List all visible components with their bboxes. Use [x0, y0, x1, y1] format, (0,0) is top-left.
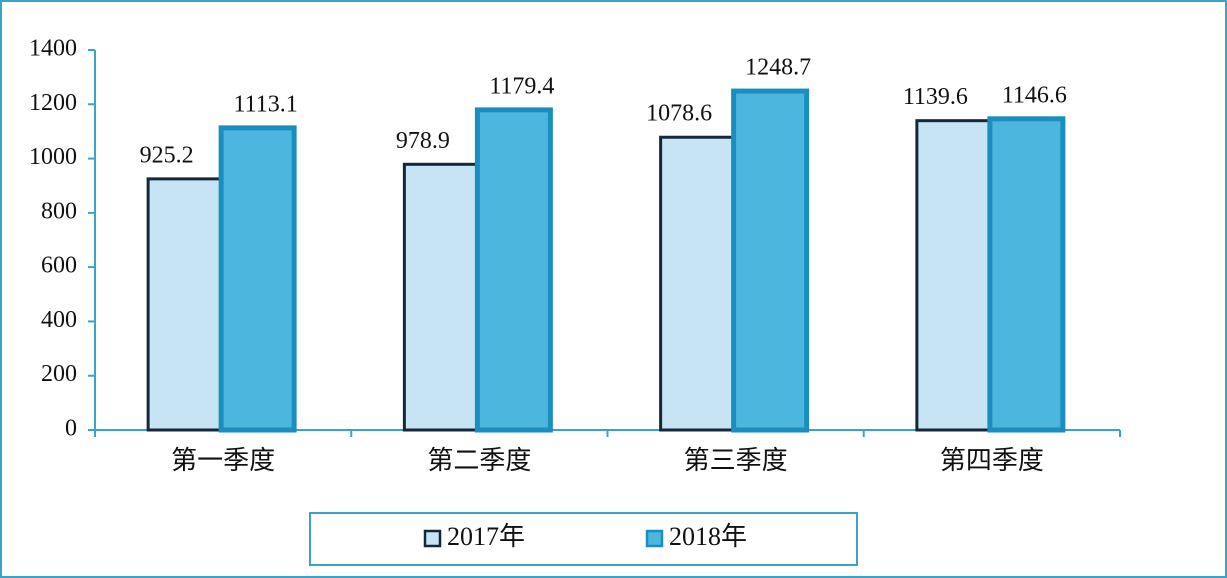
legend-marker: [645, 529, 664, 548]
y-tick-label: 0: [65, 416, 77, 442]
value-label: 925.2: [140, 142, 194, 168]
y-tick-label: 800: [41, 198, 77, 224]
y-tick-label: 600: [41, 253, 77, 279]
y-tick-label: 1400: [29, 36, 77, 62]
x-tick-label: 第四季度: [940, 446, 1044, 475]
bar: [474, 107, 553, 433]
value-label: 1078.6: [646, 101, 712, 127]
x-tick-label: 第二季度: [427, 446, 531, 475]
y-tick-label: 200: [41, 361, 77, 387]
bar: [987, 116, 1066, 433]
bar: [659, 135, 736, 432]
value-label: 1139.6: [903, 84, 968, 110]
bar: [218, 125, 297, 433]
legend-box: [309, 512, 858, 566]
bar: [146, 177, 223, 432]
bar: [402, 162, 479, 432]
y-tick-label: 1000: [29, 144, 77, 170]
x-tick-label: 第三季度: [684, 446, 788, 475]
bar: [731, 88, 810, 433]
bar: [915, 119, 992, 432]
x-tick-label: 第一季度: [171, 446, 275, 475]
value-label: 1113.1: [234, 91, 298, 117]
value-label: 1146.6: [1002, 82, 1067, 108]
value-label: 1179.4: [489, 73, 554, 99]
legend-label: 2017年: [447, 522, 525, 551]
y-tick-label: 400: [41, 307, 77, 333]
legend-label: 2018年: [669, 522, 747, 551]
value-label: 978.9: [396, 128, 450, 154]
y-tick-label: 1200: [29, 90, 77, 116]
legend-marker: [423, 529, 442, 548]
value-label: 1248.7: [745, 55, 811, 81]
